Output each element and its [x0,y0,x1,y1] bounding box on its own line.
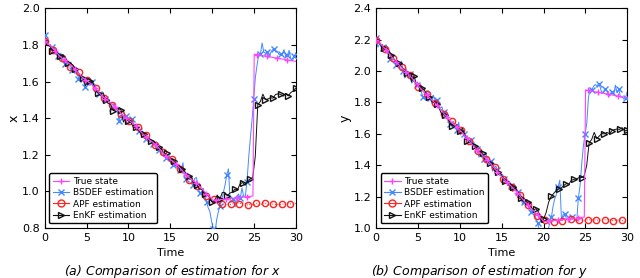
Legend: True state, BSDEF estimation, APF estimation, EnKF estimation: True state, BSDEF estimation, APF estima… [49,173,157,224]
X-axis label: Time: Time [157,248,184,258]
Y-axis label: x: x [8,115,20,122]
Text: (a) Comparison of estimation for $x$: (a) Comparison of estimation for $x$ [64,263,282,278]
Text: (b) Comparison of estimation for $y$: (b) Comparison of estimation for $y$ [371,263,589,278]
Legend: True state, BSDEF estimation, APF estimation, EnKF estimation: True state, BSDEF estimation, APF estima… [381,173,488,224]
Y-axis label: y: y [339,115,352,122]
X-axis label: Time: Time [488,248,515,258]
